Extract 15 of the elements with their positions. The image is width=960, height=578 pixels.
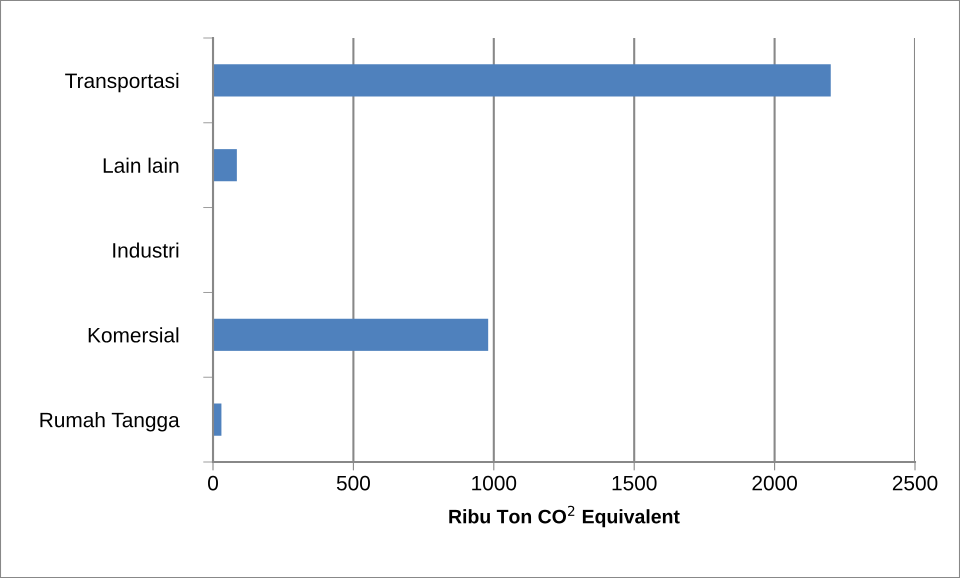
x-tick-label: 1000: [472, 476, 516, 490]
x-tick-label: 2500: [892, 476, 938, 490]
bar: [213, 318, 488, 351]
x-tick-label: 1500: [612, 476, 657, 490]
y-tick-label: Industri: [113, 242, 178, 258]
x-tick-label: 0: [208, 476, 218, 490]
y-tick-label: Komersial: [88, 327, 178, 343]
y-tick-label: Lain lain: [104, 158, 178, 173]
y-tick-label: Rumah Tangga: [40, 412, 180, 432]
x-tick-label: 2000: [752, 476, 797, 490]
y-tick-label: Transportasi: [65, 72, 178, 92]
x-tick-label: 500: [336, 476, 370, 490]
x-axis-title: Ribu Ton CO$^{2}$ Equivalent: [449, 506, 680, 528]
bar: [213, 149, 237, 182]
bar: [213, 64, 831, 97]
